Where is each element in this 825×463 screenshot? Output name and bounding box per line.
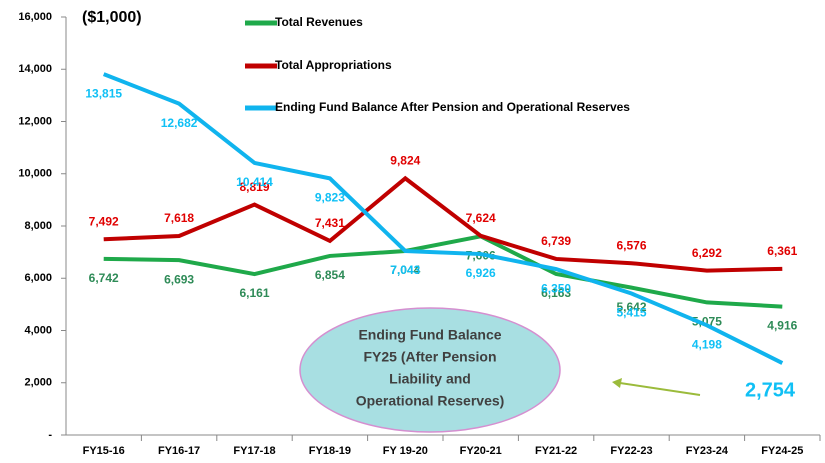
annotation-text: FY25 (After Pension [363,349,496,365]
annotation-arrow [619,382,701,396]
y-tick-label: 14,000 [18,63,52,75]
y-tick-label: 10,000 [18,168,52,180]
data-label: 7,043 [390,263,420,277]
data-label: 6,161 [239,286,269,300]
x-tick-label: FY17-18 [233,445,275,457]
data-label: 4,916 [767,319,797,333]
data-label: 6,693 [164,272,194,286]
y-tick-label: 6,000 [24,272,52,284]
data-label: 7,618 [164,211,194,225]
annotation-text: Ending Fund Balance [358,327,501,343]
annotation-text: Operational Reserves) [356,393,505,409]
legend-entry: Ending Fund Balance After Pension and Op… [275,100,630,114]
y-tick-label: 4,000 [24,324,52,336]
data-label: 6,742 [89,271,119,285]
data-label: 6,361 [767,244,797,258]
data-label: 6,739 [541,234,571,248]
data-label: 5,415 [616,306,646,320]
y-tick-label: 8,000 [24,220,52,232]
series-line [102,72,784,365]
data-label: 6,926 [466,266,496,280]
y-tick-label: 2,000 [24,377,52,389]
legend-entry: Total Appropriations [275,58,392,72]
data-label: 6,576 [616,238,646,252]
x-tick-label: FY 19-20 [383,445,428,457]
data-label: 8,819 [239,180,269,194]
series-line [103,175,783,273]
x-tick-label: FY21-22 [535,445,577,457]
data-label: 2,754 [745,379,796,401]
data-label: 13,815 [85,86,122,100]
x-tick-label: FY15-16 [83,445,125,457]
series-line [103,234,783,309]
x-tick-label: FY20-21 [460,445,502,457]
x-tick-label: FY22-23 [610,445,652,457]
data-label: 9,823 [315,191,345,205]
annotation-text: Liability and [389,371,471,387]
data-label: 6,854 [315,268,345,282]
legend-entry: Total Revenues [275,15,363,29]
data-label: 6,350 [541,281,571,295]
data-label: 10,414 [236,175,273,189]
y-tick-label: 12,000 [18,115,52,127]
x-tick-label: FY16-17 [158,445,200,457]
data-label: 5,075 [692,315,722,329]
x-tick-label: FY24-25 [761,445,803,457]
data-label: 6,292 [692,246,722,260]
unit-label: ($1,000) [82,9,142,26]
data-label: 7,624 [466,211,496,225]
x-tick-label: FY23-24 [686,445,729,457]
x-tick-label: FY18-19 [309,445,351,457]
data-label: 7,044 [390,263,420,277]
data-label: 7,492 [89,214,119,228]
data-label: 5,642 [616,300,646,314]
data-label: 12,682 [161,116,198,130]
data-label: 9,824 [390,154,420,168]
data-label: 7,431 [315,216,345,230]
data-label: 4,198 [692,337,722,351]
y-tick-label: 16,000 [18,11,52,23]
data-label: 6,163 [541,286,571,300]
arrow-head [612,378,622,388]
annotation-bubble [299,307,561,433]
y-tick-label: - [48,429,52,441]
